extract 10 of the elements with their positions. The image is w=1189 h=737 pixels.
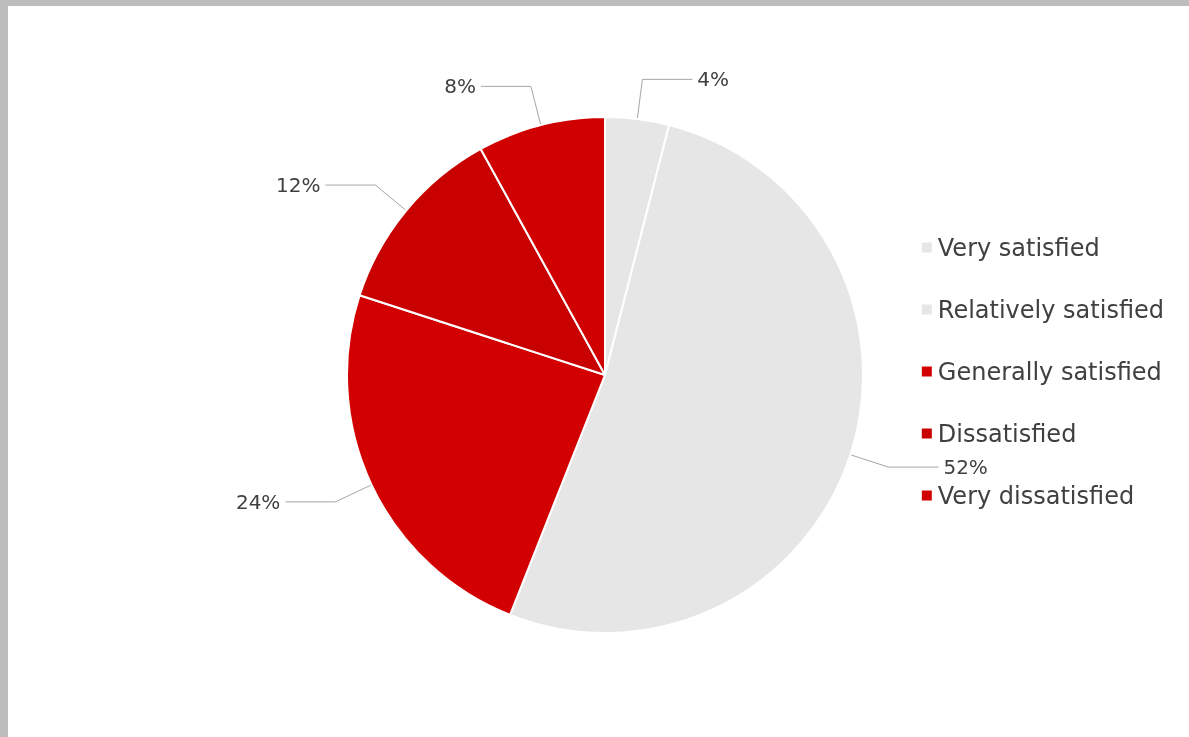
legend-label: Relatively satisfied [937,295,1165,324]
legend-label: Dissatisfied [937,419,1077,448]
legend-label: Generally satisfied [937,357,1162,386]
data-label: 24% [235,489,281,514]
data-label: 4% [697,67,730,92]
data-label: 52% [943,455,988,480]
legend-label: Very satisfied [937,233,1100,262]
data-label: 8% [444,74,476,99]
data-label: 12% [275,173,321,198]
legend-label: Very dissatisfied [937,481,1135,510]
